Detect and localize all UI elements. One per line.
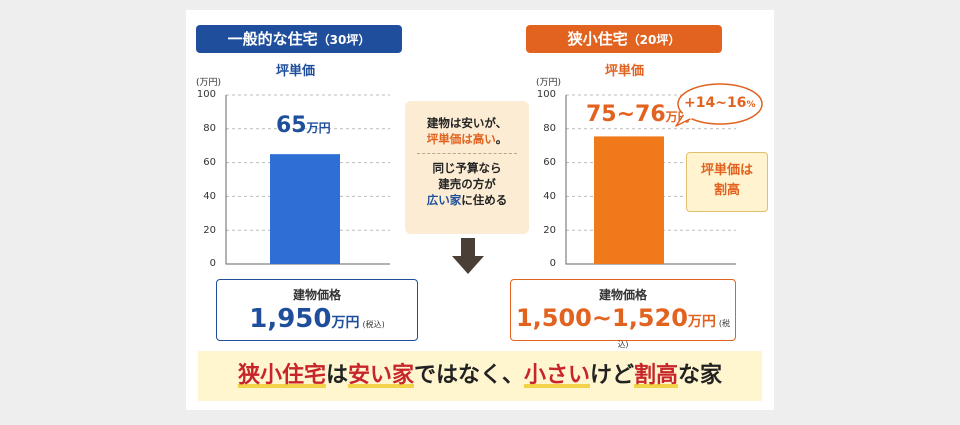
small-house-header: 狭小住宅（20坪） — [526, 25, 722, 53]
explanation-line2-end: 。 — [495, 132, 508, 146]
premium-note-line1: 坪単価は — [700, 163, 753, 178]
right-chart-subtitle: 坪単価 — [605, 64, 645, 79]
standard-price-label: 建物価格 — [292, 288, 341, 302]
explanation-line2-wrap: 坪単価は高い。 — [405, 131, 529, 147]
left-bar-value: 65 — [276, 113, 307, 138]
banner-part3: 安い家 — [347, 363, 414, 388]
small-price-tax: (税込) — [617, 319, 731, 349]
explanation-divider — [417, 153, 517, 154]
right-y-tick: 0 — [549, 258, 556, 269]
left-y-tick: 40 — [203, 191, 216, 202]
explanation-line5-end: に住める — [461, 193, 508, 207]
small-house-title: 狭小住宅 — [567, 30, 628, 48]
standard-price-tax: (税込) — [362, 320, 385, 329]
down-arrow-icon — [452, 238, 484, 274]
small-price-label: 建物価格 — [598, 288, 647, 302]
right-y-tick: 100 — [536, 89, 556, 100]
explanation-line1: 建物は安いが、 — [426, 116, 508, 130]
banner-part8: な家 — [678, 363, 723, 388]
small-price-line: 1,500~1,520万円 (税込) — [511, 304, 735, 351]
increase-unit: % — [746, 100, 756, 110]
banner-part1: 狭小住宅 — [237, 363, 326, 388]
standard-house-header: 一般的な住宅（30坪） — [196, 25, 402, 53]
left-bar-chart — [225, 94, 390, 265]
right-y-tick: 60 — [543, 157, 556, 168]
banner-part4: ではなく、 — [413, 363, 524, 388]
explanation-line5-highlight: 広い家 — [426, 193, 462, 207]
premium-note: 坪単価は 割高 — [686, 152, 768, 212]
standard-price-box: 建物価格 1,950万円 (税込) — [216, 279, 418, 341]
left-y-unit: (万円) — [196, 78, 222, 88]
explanation-line2: 坪単価は高い — [426, 132, 496, 146]
right-y-tick: 20 — [543, 225, 556, 236]
banner-part7: 割高 — [634, 363, 679, 388]
explanation-line3: 同じ予算なら — [432, 161, 502, 175]
left-y-tick: 100 — [196, 89, 216, 100]
explanation-line4: 建売の方が — [438, 177, 496, 191]
right-bar-chart — [565, 94, 736, 265]
standard-house-title: 一般的な住宅 — [227, 30, 318, 48]
explanation-box: 建物は安いが、 坪単価は高い。 同じ予算なら 建売の方が 広い家に住める — [405, 101, 529, 234]
standard-price-unit: 万円 — [331, 315, 360, 331]
standard-price-value: 1,950 — [249, 304, 332, 334]
small-price-box: 建物価格 1,500~1,520万円 (税込) — [510, 279, 736, 349]
left-y-tick: 80 — [203, 123, 216, 134]
right-chart-axis — [565, 95, 736, 265]
banner-part6: けど — [590, 363, 635, 388]
right-y-tick: 40 — [543, 191, 556, 202]
left-y-tick: 0 — [209, 258, 216, 269]
standard-house-size: （30坪） — [317, 33, 371, 47]
explanation-line5-wrap: 広い家に住める — [405, 192, 529, 208]
right-y-unit: (万円) — [536, 78, 562, 88]
small-house-size: （20坪） — [627, 33, 681, 47]
left-bar-unit: 万円 — [306, 121, 331, 135]
increase-label: +14~16% — [684, 95, 755, 111]
increase-bubble — [675, 83, 763, 127]
conclusion-banner: 狭小住宅は安い家ではなく、小さいけど割高な家 — [198, 351, 762, 401]
left-chart-subtitle: 坪単価 — [276, 64, 316, 79]
right-bar-value: 75~76 — [586, 102, 666, 127]
banner-part2: は — [325, 363, 348, 388]
left-y-tick: 60 — [203, 157, 216, 168]
premium-note-line2: 割高 — [713, 183, 740, 198]
increase-value: +14~16 — [684, 95, 747, 111]
standard-price-line: 1,950万円 (税込) — [217, 304, 417, 334]
small-price-unit: 万円 — [687, 314, 716, 330]
left-chart-bar — [270, 154, 340, 264]
right-chart-bar — [594, 136, 664, 264]
right-y-tick: 80 — [543, 123, 556, 134]
left-y-tick: 20 — [203, 225, 216, 236]
left-bar-value-label: 65万円 — [276, 113, 331, 138]
banner-part5: 小さい — [524, 363, 591, 388]
small-price-value: 1,500~1,520 — [515, 304, 688, 332]
